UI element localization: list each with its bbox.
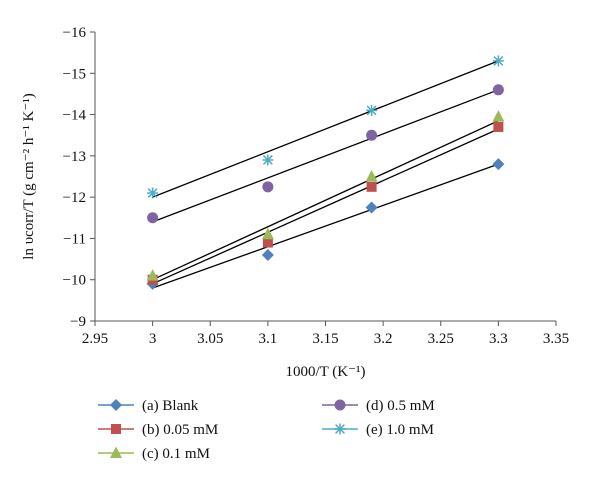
data-point-3-1 — [262, 181, 274, 193]
legend-marker — [111, 424, 121, 434]
y-tick-label: −16 — [63, 25, 87, 41]
data-points — [146, 55, 505, 290]
fit-line-2 — [152, 120, 499, 281]
legend-marker — [334, 423, 346, 435]
data-point-4-1 — [262, 154, 274, 166]
x-tick-label: 3.3 — [489, 331, 508, 347]
legend-marker — [110, 399, 122, 411]
legend-label: (b) 0.05 mM — [142, 422, 218, 438]
y-tick-label: −10 — [63, 273, 86, 289]
data-point-1-3 — [493, 121, 504, 132]
legend-marker — [334, 399, 346, 411]
data-point-4-3 — [492, 55, 504, 67]
data-point-0-3 — [492, 158, 505, 171]
legend-marker — [110, 446, 122, 458]
data-point-1-2 — [366, 181, 377, 192]
data-point-3-2 — [366, 129, 378, 141]
legend-label: (e) 1.0 mM — [366, 422, 434, 438]
x-tick-label: 2.95 — [82, 331, 108, 347]
data-point-2-1 — [261, 227, 274, 240]
legend-label: (c) 0.1 mM — [142, 446, 210, 462]
legend: (a) Blank (b) 0.05 mM (c) 0.1 mM (d) 0.5 mM… — [98, 398, 435, 462]
fit-line-0 — [152, 163, 499, 289]
y-tick-label: −11 — [63, 231, 86, 247]
y-tick-label: −15 — [63, 66, 86, 82]
x-tick-label: 3 — [149, 331, 157, 347]
data-point-2-0 — [146, 269, 159, 281]
legend-item-4: (e) 1.0 mM — [322, 422, 434, 438]
fit-lines — [152, 60, 499, 289]
legend-item-2: (c) 0.1 mM — [98, 446, 210, 462]
data-point-0-1 — [261, 248, 274, 261]
fit-line-4 — [152, 60, 499, 198]
legend-item-3: (d) 0.5 mM — [322, 398, 435, 414]
x-tick-label: 3.05 — [197, 331, 223, 347]
y-tick-label: −14 — [63, 108, 87, 124]
legend-label: (a) Blank — [142, 398, 199, 414]
fit-line-1 — [152, 128, 499, 285]
data-point-1-1 — [262, 237, 273, 248]
x-tick-label: 3.25 — [428, 331, 454, 347]
legend-item-0: (a) Blank — [98, 398, 199, 414]
x-tick-label: 3.1 — [259, 331, 278, 347]
data-point-0-2 — [365, 201, 378, 214]
axes — [90, 31, 557, 326]
data-point-3-3 — [492, 84, 504, 96]
data-point-2-2 — [365, 170, 378, 182]
legend-item-1: (b) 0.05 mM — [98, 422, 218, 438]
data-point-4-0 — [147, 187, 159, 199]
x-tick-label: 3.15 — [312, 331, 338, 347]
x-axis-title: 1000/T (K⁻¹) — [285, 364, 365, 380]
y-tick-label: −12 — [63, 190, 86, 206]
data-point-4-2 — [366, 104, 378, 116]
y-tick-label: −13 — [63, 149, 86, 165]
fit-line-3 — [152, 89, 499, 223]
legend-label: (d) 0.5 mM — [366, 398, 435, 414]
data-point-3-0 — [147, 212, 159, 224]
y-tick-label: −9 — [70, 314, 86, 330]
x-tick-label: 3.2 — [374, 331, 393, 347]
x-tick-label: 3.35 — [543, 331, 569, 347]
data-point-2-3 — [492, 110, 505, 122]
tick-labels: −16 −15 −14 −13 −12 −11 −10 −92.95 3 3.05 3.1 3.15 3… — [63, 25, 570, 347]
y-axis-title: ln υcorr/T (g cm⁻² h⁻¹ K⁻¹) — [21, 93, 37, 259]
